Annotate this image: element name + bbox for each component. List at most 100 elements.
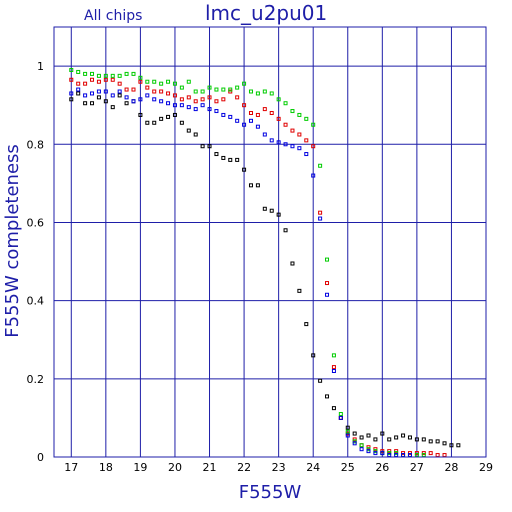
x-tick-label: 18 (99, 461, 113, 474)
data-point (407, 435, 412, 440)
data-point (373, 437, 378, 442)
data-point (152, 97, 157, 102)
data-point (103, 77, 108, 82)
data-point (359, 447, 364, 452)
data-point (235, 118, 240, 123)
data-point (138, 75, 143, 80)
data-point (297, 146, 302, 151)
data-point (248, 111, 253, 115)
data-point (331, 369, 336, 373)
data-point (117, 73, 122, 78)
data-point (269, 208, 274, 213)
data-point (193, 107, 198, 112)
x-tick-label: 26 (375, 461, 389, 474)
data-point (83, 93, 88, 98)
data-point (193, 132, 198, 137)
data-point (435, 453, 440, 458)
data-point (297, 132, 302, 137)
data-point (96, 95, 101, 100)
data-point (373, 451, 378, 456)
y-tick-label: 0.6 (27, 216, 45, 229)
data-point (248, 118, 253, 123)
data-point (200, 144, 205, 149)
data-point (124, 71, 129, 76)
data-point (297, 112, 302, 117)
data-point (90, 101, 95, 106)
data-point (442, 453, 447, 458)
data-point (276, 140, 281, 145)
data-point (110, 105, 115, 110)
data-point (325, 281, 330, 286)
data-point (228, 157, 233, 162)
data-point (179, 120, 184, 125)
data-point (90, 77, 95, 82)
data-point (172, 103, 177, 108)
data-point (318, 378, 323, 383)
data-point (159, 81, 164, 86)
data-point (290, 128, 295, 133)
data-point (325, 394, 330, 399)
chart-subtitle: All chips (84, 8, 142, 24)
data-point (117, 93, 122, 98)
y-tick-label: 0.8 (27, 138, 45, 151)
data-point (311, 173, 316, 178)
data-point (207, 95, 212, 100)
data-point (359, 435, 364, 440)
data-point (221, 87, 226, 92)
series-2 (69, 68, 426, 458)
tick-labels: 17 18 19 20 21 22 23 24 25 26 27 28 29 0 0.2 0.4 0.6 0.8 1 (27, 60, 494, 474)
data-point (269, 91, 274, 96)
data-point (83, 101, 88, 106)
data-point (117, 81, 122, 86)
data-point (76, 91, 81, 96)
data-point (304, 138, 309, 143)
data-point (331, 365, 336, 370)
data-point (96, 73, 101, 78)
data-point (331, 353, 336, 358)
data-point (83, 71, 88, 76)
data-point (283, 122, 288, 127)
data-point (90, 91, 95, 96)
data-point (304, 322, 309, 327)
data-point (166, 101, 171, 106)
data-point (103, 99, 108, 104)
data-point (242, 167, 247, 172)
data-point (414, 437, 419, 442)
data-point (166, 79, 171, 84)
data-point (331, 406, 336, 411)
data-point (283, 101, 288, 106)
data-point (138, 97, 143, 102)
data-point (325, 257, 330, 262)
data-point (186, 79, 191, 84)
data-point (442, 441, 447, 446)
data-point (235, 85, 240, 90)
data-point (179, 97, 184, 102)
data-point (214, 109, 219, 114)
data-point (159, 99, 164, 104)
data-point (228, 87, 233, 92)
data-point (221, 112, 226, 117)
data-point (228, 114, 233, 119)
data-point (159, 89, 164, 94)
data-point (262, 89, 267, 94)
data-point (380, 451, 385, 456)
data-point (76, 87, 81, 92)
data-point (456, 443, 461, 448)
data-point (318, 210, 323, 215)
data-point (179, 85, 184, 90)
data-point (131, 87, 136, 92)
x-tick-label: 23 (272, 461, 286, 474)
data-point (138, 79, 143, 84)
x-axis-label: F555W (239, 482, 302, 503)
data-point (207, 85, 212, 90)
data-point (435, 439, 440, 444)
data-point (428, 451, 433, 456)
data-point (276, 116, 281, 121)
data-point (166, 114, 171, 119)
data-point (235, 157, 240, 162)
data-point (248, 89, 253, 94)
data-point (387, 437, 392, 442)
data-point (221, 155, 226, 160)
data-point (103, 73, 108, 78)
data-point (172, 93, 177, 98)
